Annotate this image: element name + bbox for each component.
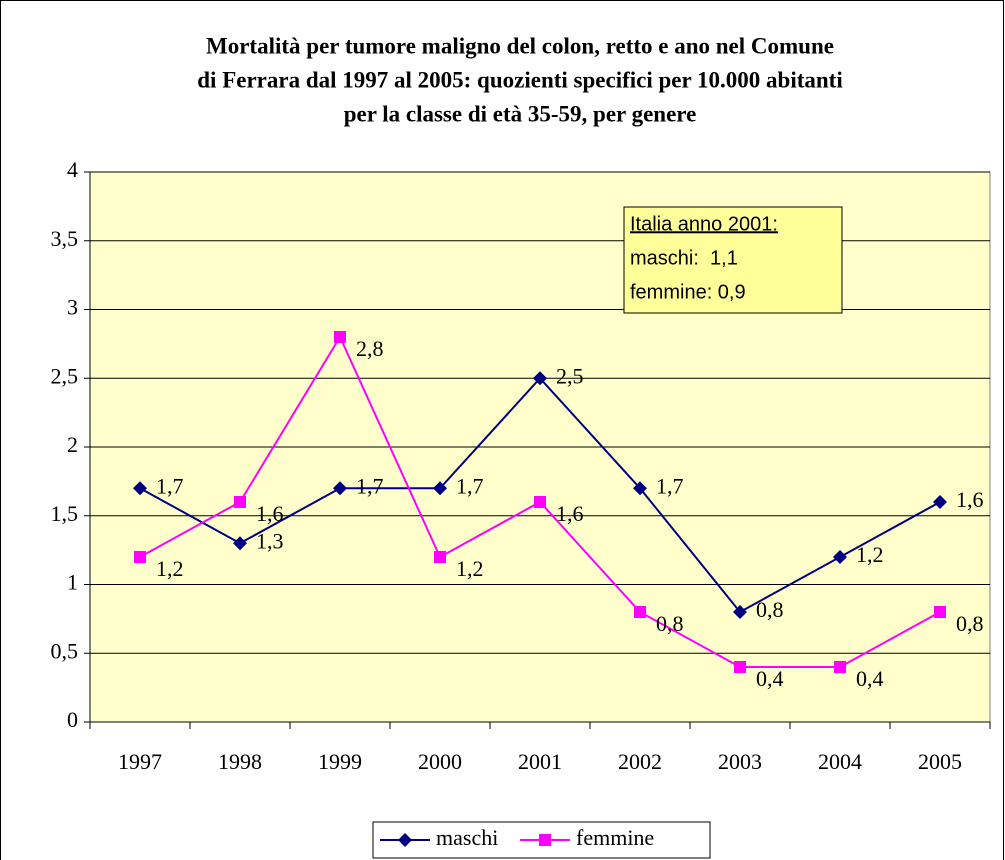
x-tick-label: 2005 <box>918 749 962 774</box>
point <box>134 551 146 563</box>
x-tick-label: 2000 <box>418 749 462 774</box>
legend-label: maschi <box>436 825 498 850</box>
legend-marker <box>398 833 412 847</box>
data-label: 0,4 <box>856 666 884 691</box>
y-tick-label: 2,5 <box>51 363 79 388</box>
x-tick-label: 2003 <box>718 749 762 774</box>
point <box>333 481 347 496</box>
point <box>633 481 647 496</box>
point <box>733 605 747 619</box>
legend-marker <box>539 834 551 846</box>
annotation-text: Italia anno 2001: <box>630 213 778 235</box>
y-tick-label: 1 <box>67 570 78 595</box>
data-label: 1,7 <box>456 473 484 498</box>
annotation-text: femmine: 0,9 <box>630 281 746 303</box>
y-tick-label: 3,5 <box>51 226 79 251</box>
point <box>233 536 247 551</box>
data-label: 0,4 <box>756 666 784 691</box>
data-label: 0,8 <box>656 611 684 636</box>
point <box>933 495 947 509</box>
y-tick-label: 3 <box>67 295 78 320</box>
y-tick-label: 0,5 <box>51 638 79 663</box>
point <box>634 606 646 618</box>
point <box>734 661 746 673</box>
point <box>334 331 346 343</box>
data-label: 1,2 <box>856 542 884 567</box>
legend-label: femmine <box>576 825 654 850</box>
point <box>133 481 147 496</box>
data-label: 1,6 <box>256 501 284 526</box>
x-tick-label: 1998 <box>218 749 262 774</box>
annotation-box <box>623 206 843 314</box>
y-tick-label: 0 <box>67 707 78 732</box>
data-label: 0,8 <box>756 597 784 622</box>
x-tick-label: 2001 <box>518 749 562 774</box>
chart-title: per la classe di età 35-59, per genere <box>344 101 697 126</box>
data-label: 1,6 <box>556 501 584 526</box>
x-tick-label: 1999 <box>318 749 362 774</box>
data-label: 1,3 <box>256 528 284 553</box>
data-label: 1,2 <box>156 556 184 581</box>
x-tick-label: 2002 <box>618 749 662 774</box>
x-tick-label: 1997 <box>118 749 162 774</box>
data-label: 1,7 <box>356 473 384 498</box>
chart-title: di Ferrara dal 1997 al 2005: quozienti s… <box>197 67 843 92</box>
data-label: 1,7 <box>656 473 684 498</box>
data-label: 1,7 <box>156 473 184 498</box>
data-label: 1,6 <box>956 487 984 512</box>
x-tick-label: 2004 <box>818 749 862 774</box>
y-tick-label: 4 <box>67 157 78 182</box>
point <box>934 606 946 618</box>
point <box>234 496 246 508</box>
data-label: 1,2 <box>456 556 484 581</box>
data-label: 0,8 <box>956 611 984 636</box>
point <box>833 550 847 564</box>
point <box>533 371 547 386</box>
y-tick-label: 1,5 <box>51 501 79 526</box>
y-tick-label: 2 <box>67 432 78 457</box>
annotation-text: maschi: 1,1 <box>630 247 738 269</box>
point <box>834 661 846 673</box>
chart-title: Mortalità per tumore maligno del colon, … <box>206 33 834 58</box>
data-label: 2,5 <box>556 363 584 388</box>
point <box>534 496 546 508</box>
point <box>434 551 446 563</box>
data-label: 2,8 <box>356 336 384 361</box>
point <box>433 481 447 496</box>
